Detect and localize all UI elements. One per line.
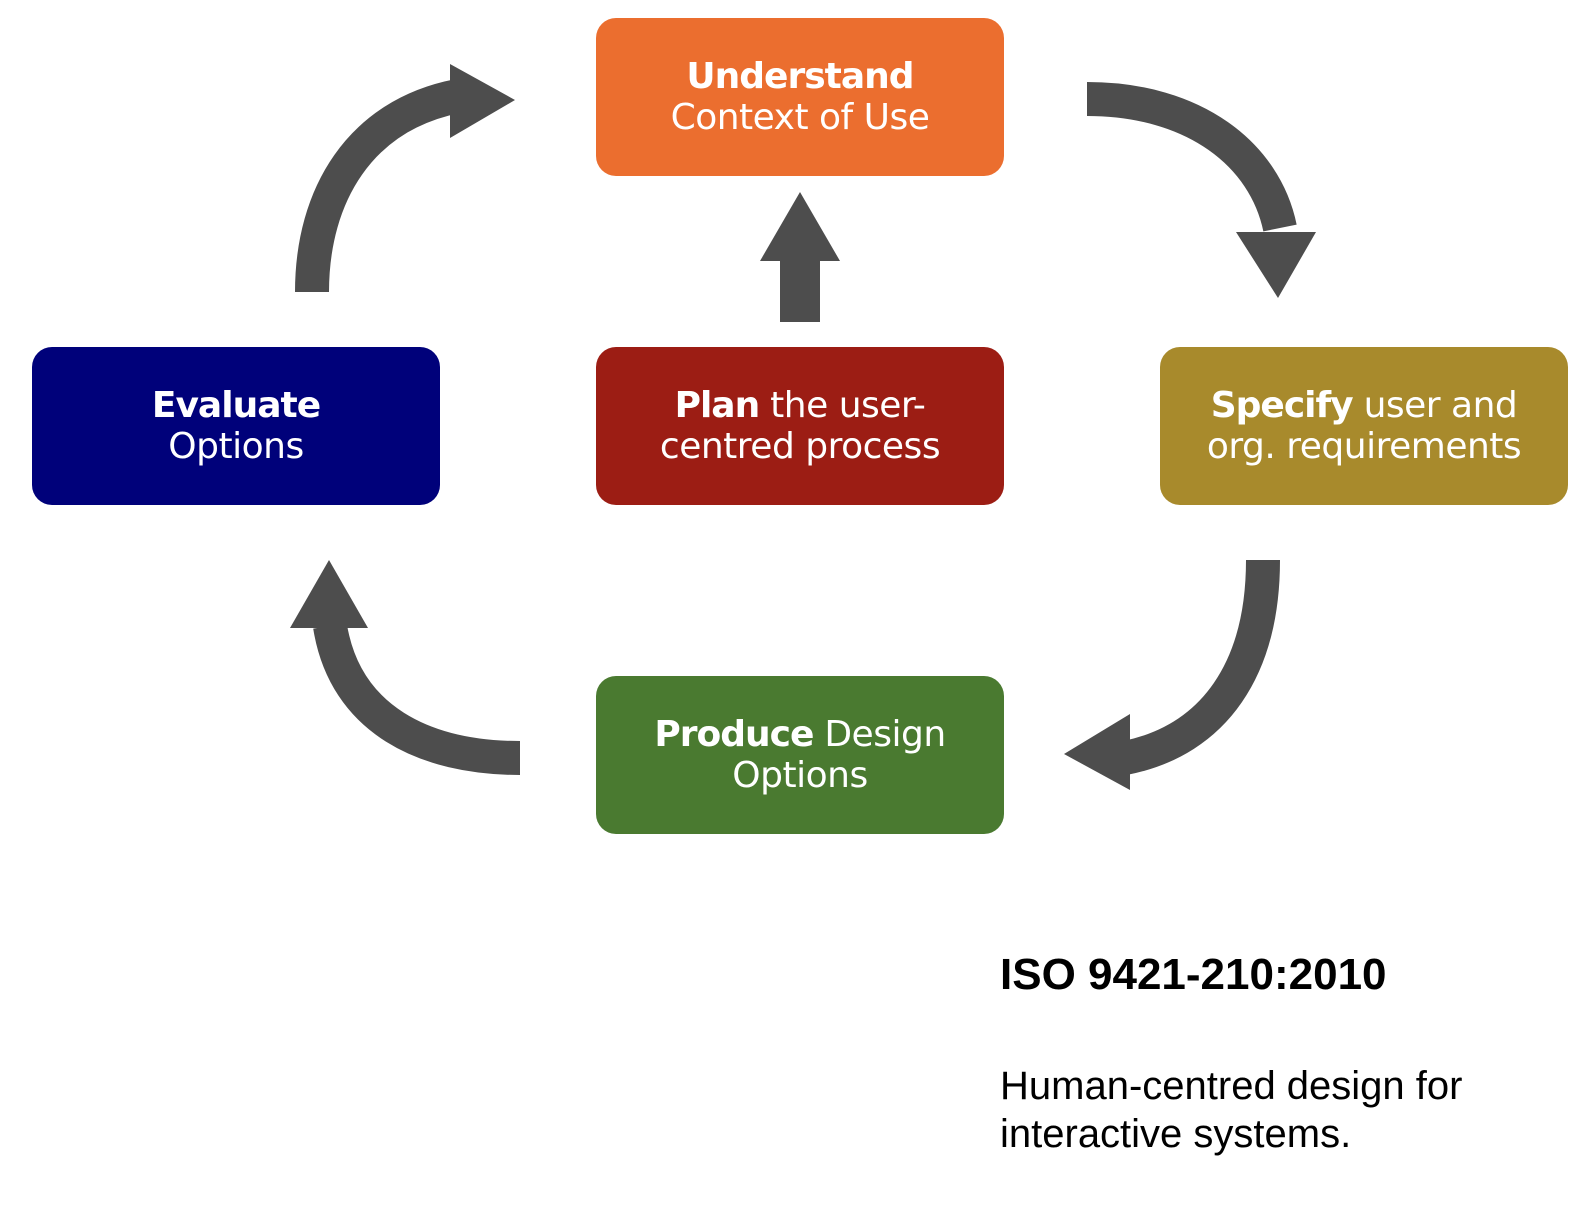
arrow-plan-to-understand [760,192,840,322]
stage-understand: Understand Context of Use [596,18,1004,176]
stage-plan-line2: centred process [659,426,941,467]
arrow-understand-to-specify [1086,82,1316,298]
stage-evaluate: Evaluate Options [32,347,440,505]
stage-produce-line1: Produce Design [654,714,946,755]
standard-description: Human-centred design for interactive sys… [1000,1064,1463,1156]
stage-produce-line2: Options [732,755,868,796]
stage-plan-line1: Plan the user- [674,385,926,426]
stage-plan: Plan the user- centred process [596,347,1004,505]
arrow-produce-to-evaluate [290,560,521,775]
arrow-evaluate-to-understand [295,64,515,293]
stage-specify: Specify user and org. requirements [1160,347,1568,505]
stage-evaluate-subtitle: Options [168,426,304,467]
stage-understand-subtitle: Context of Use [670,97,930,138]
stage-specify-line2: org. requirements [1206,426,1522,467]
stage-understand-title: Understand [686,56,914,97]
stage-evaluate-title: Evaluate [151,385,321,426]
arrow-specify-to-produce [1064,559,1280,790]
stage-produce: Produce Design Options [596,676,1004,834]
standard-title: ISO 9421-210:2010 [1000,950,1387,999]
stage-specify-line1: Specify user and [1210,385,1518,426]
